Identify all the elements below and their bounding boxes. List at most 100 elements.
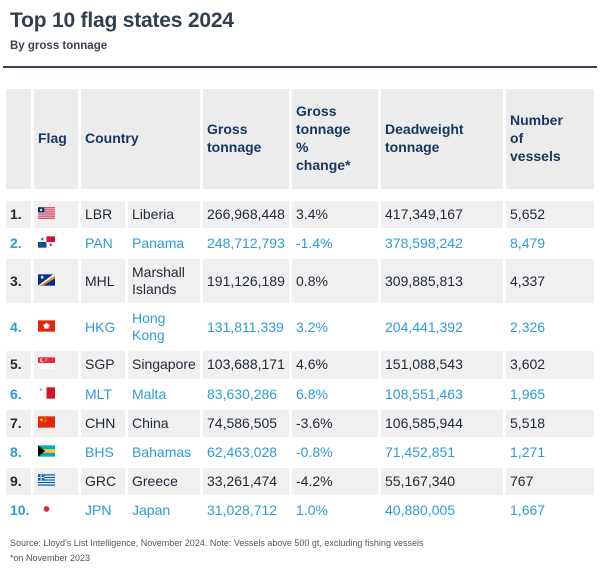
country-code-cell: SGP <box>81 351 125 379</box>
country-name-cell: Hong Kong <box>128 305 201 350</box>
header-body-gap <box>6 191 594 199</box>
gross-tonnage-cell: 31,028,712 <box>203 496 290 524</box>
table-row: 4. HKG Hong Kong 131,811,339 3.2% 204,441,392… <box>6 305 595 350</box>
header-country: Country <box>81 89 201 189</box>
table-row: 2. PAN Panama 248,712,793 -1.4% 378,598,242 8,… <box>6 230 595 258</box>
deadweight-tonnage-cell: 40,880,005 <box>381 496 504 524</box>
table-row: 9. GRC Greece 33,261,474 -4.2% 55,167,340 767 <box>6 467 595 495</box>
gross-tonnage-cell: 33,261,474 <box>203 467 290 495</box>
country-code-cell: MHL <box>81 259 125 304</box>
header-number-of-vessels: Number of vessels <box>506 89 595 189</box>
gross-tonnage-cell: 103,688,171 <box>203 351 290 379</box>
china-flag-icon <box>38 415 55 428</box>
vessels-cell: 1,965 <box>506 380 595 408</box>
bahamas-flag-icon <box>38 445 55 457</box>
table-footnotes: Source: Lloyd's List Intelligence, Novem… <box>10 536 597 566</box>
vessels-cell: 2,326 <box>506 305 595 350</box>
gross-tonnage-cell: 83,630,286 <box>203 380 290 408</box>
gross-tonnage-cell: 131,811,339 <box>203 305 290 350</box>
header-number-of-vessels-label: Number of vessels <box>510 112 563 164</box>
table-body: 1. LBR Liberia 266,968,448 3.4% 417,349,167 5,… <box>6 191 595 524</box>
header-flag-label: Flag <box>38 130 67 147</box>
deadweight-tonnage-cell: 151,088,543 <box>381 351 504 379</box>
gross-tonnage-change-cell: 4.6% <box>292 351 379 379</box>
vessels-cell: 4,337 <box>506 259 595 304</box>
table-row: 1. LBR Liberia 266,968,448 3.4% 417,349,167 5,… <box>6 201 595 229</box>
country-name-cell: Panama <box>128 230 201 258</box>
rank-cell: 7. <box>6 409 31 437</box>
table-row: 8. BHS Bahamas 62,463,028 -0.8% 71,452,851 1,2… <box>6 438 595 466</box>
deadweight-tonnage-cell: 106,585,944 <box>381 409 504 437</box>
rank-cell: 1. <box>6 201 31 229</box>
flag-cell <box>34 201 78 229</box>
greece-flag-icon <box>38 474 55 486</box>
flag-cell <box>34 409 78 437</box>
panama-flag-icon <box>38 236 55 248</box>
header-gross-tonnage: Gross tonnage <box>203 89 290 189</box>
gross-tonnage-change-cell: -4.2% <box>292 467 379 495</box>
rank-cell: 5. <box>6 351 31 379</box>
country-code-cell: HKG <box>81 305 125 350</box>
flag-cell <box>34 438 78 466</box>
flag-cell <box>34 230 78 258</box>
gross-tonnage-change-cell: 6.8% <box>292 380 379 408</box>
table-row: 7. CHN China 74,586,505 -3.6% 106,585,944 5,51… <box>6 409 595 437</box>
liberia-flag-icon <box>38 207 55 219</box>
country-name-cell: Marshall Islands <box>128 259 201 304</box>
gross-tonnage-cell: 62,463,028 <box>203 438 290 466</box>
country-code-cell: CHN <box>81 409 125 437</box>
country-name-cell: Singapore <box>128 351 201 379</box>
country-name-cell: Malta <box>128 380 201 408</box>
asterisk-note: *on November 2023 <box>10 552 91 563</box>
country-name-cell: Greece <box>128 467 201 495</box>
infographic-page: Top 10 flag states 2024 By gross tonnage… <box>3 9 597 566</box>
gross-tonnage-change-cell: 0.8% <box>292 259 379 304</box>
deadweight-tonnage-cell: 378,598,242 <box>381 230 504 258</box>
table-row: 5. SGP Singapore 103,688,171 4.6% 151,088,543… <box>6 351 595 379</box>
gross-tonnage-cell: 74,586,505 <box>203 409 290 437</box>
vessels-cell: 767 <box>506 467 595 495</box>
singapore-flag-icon <box>38 357 55 370</box>
marshall-islands-flag-icon <box>38 274 55 286</box>
malta-flag-icon <box>38 386 55 399</box>
rank-cell: 8. <box>6 438 31 466</box>
deadweight-tonnage-cell: 417,349,167 <box>381 201 504 229</box>
header-flag: Flag <box>34 89 78 189</box>
gross-tonnage-change-cell: -0.8% <box>292 438 379 466</box>
gross-tonnage-change-cell: -3.6% <box>292 409 379 437</box>
country-code-cell: GRC <box>81 467 125 495</box>
vessels-cell: 1,667 <box>506 496 595 524</box>
gross-tonnage-change-cell: 1.0% <box>292 496 379 524</box>
header-gross-tonnage-change: Gross tonnage % change* <box>292 89 379 189</box>
rank-cell: 4. <box>6 305 31 350</box>
flag-cell <box>34 305 78 350</box>
country-code-cell: JPN <box>81 496 125 524</box>
rank-cell: 6. <box>6 380 31 408</box>
deadweight-tonnage-cell: 55,167,340 <box>381 467 504 495</box>
country-code-cell: PAN <box>81 230 125 258</box>
gross-tonnage-change-cell: 3.2% <box>292 305 379 350</box>
gross-tonnage-cell: 191,126,189 <box>203 259 290 304</box>
country-name-cell: China <box>128 409 201 437</box>
rank-cell: 3. <box>6 259 31 304</box>
hong-kong-flag-icon <box>38 320 55 332</box>
country-name-cell: Bahamas <box>128 438 201 466</box>
country-code-cell: LBR <box>81 201 125 229</box>
flag-cell <box>34 259 78 304</box>
vessels-cell: 8,479 <box>506 230 595 258</box>
flag-cell <box>34 380 78 408</box>
title-divider <box>3 66 597 68</box>
deadweight-tonnage-cell: 71,452,851 <box>381 438 504 466</box>
table-row: 3. MHL Marshall Islands 191,126,189 0.8% 309,… <box>6 259 595 304</box>
gross-tonnage-change-cell: -1.4% <box>292 230 379 258</box>
rank-cell: 10. <box>6 496 31 524</box>
table-header: Flag Country Gross tonnage Gross tonnage… <box>6 89 595 189</box>
header-gross-tonnage-change-label: Gross tonnage % change* <box>296 103 351 173</box>
vessels-cell: 5,652 <box>506 201 595 229</box>
header-country-label: Country <box>85 130 139 147</box>
gross-tonnage-cell: 266,968,448 <box>203 201 290 229</box>
flag-cell <box>34 496 78 524</box>
japan-flag-icon <box>38 503 55 515</box>
country-name-cell: Liberia <box>128 201 201 229</box>
header-deadweight-tonnage-label: Deadweight tonnage <box>385 121 464 155</box>
